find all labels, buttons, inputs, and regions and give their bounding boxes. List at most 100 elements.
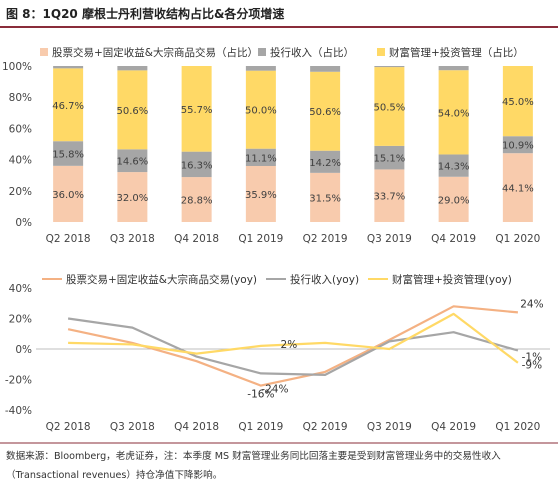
- bar-data-label: 14.6%: [116, 157, 148, 168]
- bar-segment: [502, 136, 533, 154]
- bar-data-label: 54.0%: [438, 108, 470, 119]
- bar-segment: [374, 67, 405, 146]
- bar-data-label: 31.5%: [309, 193, 341, 204]
- bar-segment: [502, 153, 533, 222]
- bar-data-label: 33.7%: [373, 192, 405, 203]
- bar-data-label: 55.7%: [181, 105, 213, 116]
- chart-canvas: 股票交易+固定收益&大宗商品交易（占比） 投行收入（占比） 财富管理+投资管理（占比…: [0, 46, 558, 444]
- line-x-tick: Q3 2019: [367, 421, 412, 433]
- bar-data-label: 36.0%: [52, 190, 84, 201]
- bar-y-tick: 100%: [2, 61, 32, 73]
- bar-segment-remainder: [117, 66, 148, 71]
- line-y-tick: 0%: [15, 344, 32, 356]
- bar-data-label: 35.9%: [245, 190, 277, 201]
- line-annotation: 24%: [520, 298, 543, 310]
- bar-data-label: 32.0%: [116, 193, 148, 204]
- line-series: [68, 312, 519, 364]
- bar-segment: [53, 68, 84, 142]
- line-y-tick: 40%: [9, 283, 32, 295]
- line-y-tick: -20%: [5, 375, 32, 387]
- line-x-tick: Q2 2019: [303, 421, 348, 433]
- bar-segment: [245, 165, 276, 222]
- line-y-tick: 20%: [9, 314, 32, 326]
- bar-segment: [310, 172, 341, 222]
- bar-data-label: 50.5%: [373, 102, 405, 113]
- line-legend-label: 投行收入(yoy): [290, 273, 359, 286]
- bar-data-label: 16.3%: [181, 160, 213, 171]
- bar-x-tick: Q3 2019: [367, 233, 412, 245]
- line-annotation: 2%: [281, 339, 298, 351]
- bar-y-tick: 60%: [9, 123, 32, 135]
- bar-segment: [374, 169, 405, 222]
- line-y-tick: -40%: [5, 405, 32, 417]
- bar-data-label: 14.2%: [309, 158, 341, 169]
- line-legend-label: 财富管理+投资管理(yoy): [392, 273, 512, 286]
- line-annotation: -9%: [522, 360, 542, 372]
- bar-data-label: 15.8%: [52, 150, 84, 161]
- bar-data-label: 11.1%: [245, 153, 277, 164]
- bar-data-label: 15.1%: [373, 154, 405, 165]
- bar-data-label: 45.0%: [502, 97, 534, 108]
- bar-legend-swatch: [40, 48, 48, 56]
- bar-x-tick: Q4 2018: [174, 233, 219, 245]
- line-x-tick: Q1 2020: [495, 421, 540, 433]
- bar-segment-remainder: [438, 66, 469, 71]
- bar-segment: [53, 165, 84, 222]
- bar-segment-remainder: [53, 66, 84, 69]
- figure-title-bar: 图 8：1Q20 摩根士丹利营收结构占比&各分项增速: [0, 0, 558, 28]
- line-x-tick: Q3 2018: [110, 421, 155, 433]
- bar-segment-remainder: [245, 66, 276, 71]
- bar-legend-swatch: [377, 48, 385, 56]
- bar-x-tick: Q2 2019: [303, 233, 348, 245]
- bar-data-label: 46.7%: [52, 101, 84, 112]
- line-legend-label: 股票交易+固定收益&大宗商品交易(yoy): [66, 273, 257, 286]
- bar-segment: [181, 151, 212, 178]
- line-x-tick: Q1 2019: [238, 421, 283, 433]
- bar-y-tick: 20%: [9, 186, 32, 198]
- bar-legend-swatch: [258, 48, 266, 56]
- bar-x-tick: Q1 2019: [238, 233, 283, 245]
- bar-segment: [245, 148, 276, 166]
- bar-legend-label: 财富管理+投资管理（占比）: [389, 46, 524, 59]
- bar-segment: [310, 150, 341, 173]
- bar-data-label: 14.3%: [438, 162, 470, 173]
- bar-legend-label: 股票交易+固定收益&大宗商品交易（占比）: [52, 46, 258, 59]
- bar-segment: [438, 176, 469, 222]
- bar-x-tick: Q2 2018: [46, 233, 91, 245]
- bar-y-tick: 0%: [15, 217, 32, 229]
- line-annotation: -16%: [247, 388, 274, 400]
- bar-segment: [310, 71, 341, 151]
- bar-segment: [502, 66, 533, 137]
- line-x-tick: Q4 2019: [431, 421, 476, 433]
- bar-x-tick: Q3 2018: [110, 233, 155, 245]
- bar-segment: [53, 141, 84, 166]
- bar-segment: [181, 66, 212, 152]
- figure-title: 图 8：1Q20 摩根士丹利营收结构占比&各分项增速: [6, 7, 285, 21]
- line-x-tick: Q4 2018: [174, 421, 219, 433]
- bar-segment: [374, 145, 405, 170]
- bar-data-label: 28.8%: [181, 196, 213, 207]
- bar-y-tick: 80%: [9, 92, 32, 104]
- bar-y-tick: 40%: [9, 155, 32, 167]
- bar-data-label: 10.9%: [502, 141, 534, 152]
- line-x-tick: Q2 2018: [46, 421, 91, 433]
- source-note: 数据来源：Bloomberg，老虎证券，注：本季度 MS 财富管理业务同比回落主…: [6, 451, 501, 481]
- bar-segment: [438, 154, 469, 177]
- line-annotation: -1%: [522, 352, 542, 364]
- bar-segment-remainder: [310, 66, 341, 72]
- bar-data-label: 50.6%: [116, 106, 148, 117]
- line-series: [67, 317, 519, 376]
- bar-segment: [117, 172, 148, 222]
- bar-segment: [245, 70, 276, 149]
- line-annotation: -24%: [261, 384, 288, 396]
- bar-x-tick: Q1 2020: [495, 233, 540, 245]
- bar-segment: [181, 177, 212, 222]
- bar-segment-remainder: [374, 66, 405, 68]
- bar-data-label: 50.0%: [245, 106, 277, 117]
- bar-data-label: 50.6%: [309, 107, 341, 118]
- bar-segment: [117, 70, 148, 150]
- bar-data-label: 29.0%: [438, 195, 470, 206]
- bar-x-tick: Q4 2019: [431, 233, 476, 245]
- bar-segment: [438, 70, 469, 155]
- bar-segment: [117, 149, 148, 173]
